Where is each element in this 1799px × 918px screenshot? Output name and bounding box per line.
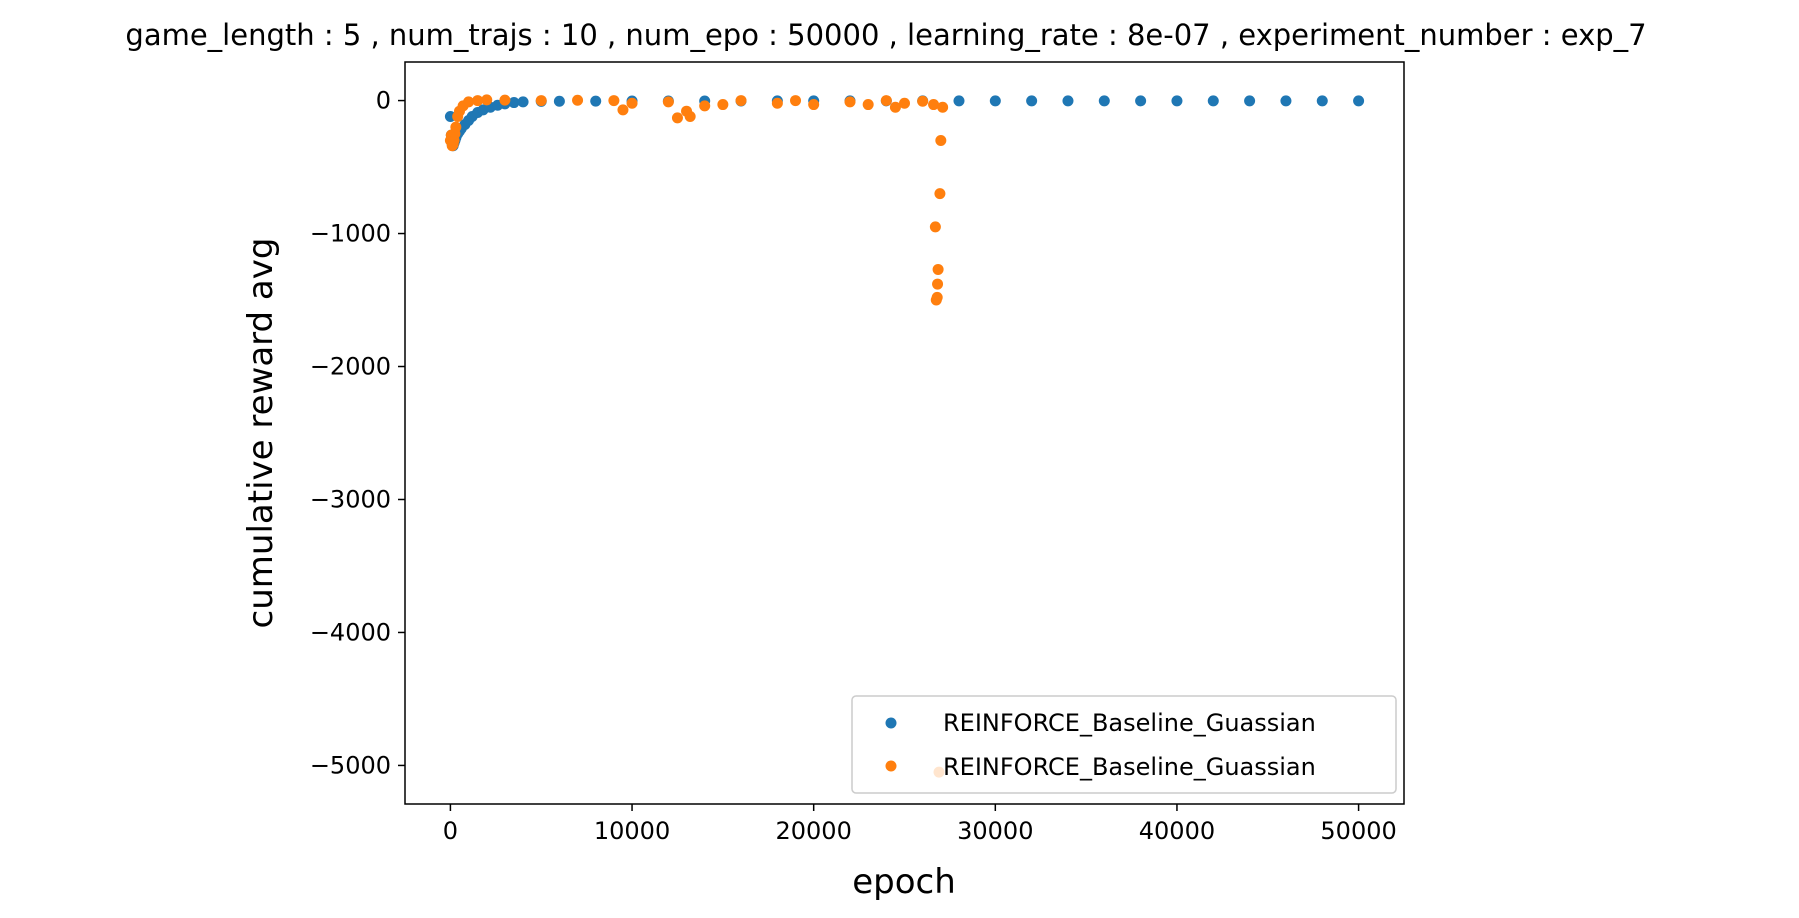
y-tick-label: −4000 [310, 618, 391, 646]
data-point [1207, 95, 1219, 107]
x-tick-label: 20000 [776, 817, 852, 845]
data-point [735, 95, 747, 107]
data-point [1171, 95, 1183, 107]
data-point [953, 95, 965, 107]
data-point [499, 94, 511, 106]
y-axis: 0 −1000 −2000 −3000 −4000 −5000 [310, 87, 405, 779]
data-point [626, 97, 638, 109]
data-point [929, 221, 941, 233]
data-point [1316, 95, 1328, 107]
data-point [928, 99, 940, 111]
plot-area-frame [404, 61, 1405, 805]
data-point [450, 121, 462, 133]
legend-marker-series-2 [885, 760, 897, 772]
series-layer [444, 94, 1365, 778]
data-point [1135, 95, 1147, 107]
x-axis-title: epoch [852, 862, 956, 902]
data-point [590, 95, 602, 107]
data-point [1098, 95, 1110, 107]
data-point [899, 97, 910, 109]
data-point [937, 101, 949, 113]
y-tick-label: −5000 [310, 751, 391, 779]
data-point [932, 278, 944, 290]
data-point [808, 99, 820, 111]
data-point [662, 96, 674, 108]
data-point [717, 99, 729, 111]
data-point [553, 95, 565, 107]
y-axis-title: cumulative reward avg [241, 238, 281, 629]
data-point [481, 94, 493, 106]
data-point [608, 95, 620, 107]
legend: REINFORCE_Baseline_Guassian REINFORCE_Ba… [851, 695, 1397, 794]
y-tick-label: −2000 [310, 353, 391, 381]
data-point [684, 111, 696, 123]
data-point [880, 95, 892, 107]
chart-title: game_length : 5 , num_trajs : 10 , num_e… [125, 18, 1646, 52]
data-point [535, 95, 547, 107]
data-point [1353, 95, 1365, 107]
x-tick-label: 50000 [1320, 817, 1396, 845]
x-tick-label: 40000 [1139, 817, 1215, 845]
data-point [472, 95, 484, 107]
data-point [517, 96, 529, 108]
x-tick-label: 10000 [594, 817, 670, 845]
data-point [862, 99, 874, 111]
data-point [932, 263, 944, 275]
x-tick-label: 0 [443, 817, 458, 845]
x-axis: 0 10000 20000 30000 40000 50000 [443, 804, 1397, 845]
data-point [572, 94, 584, 106]
data-point [1280, 95, 1292, 107]
data-point [934, 188, 946, 200]
data-point [989, 95, 1001, 107]
data-point [617, 104, 629, 116]
data-point [1062, 95, 1074, 107]
series-2 [444, 94, 949, 778]
legend-label-series-1: REINFORCE_Baseline_Guassian [943, 709, 1316, 737]
data-point [935, 134, 947, 146]
legend-label-series-2: REINFORCE_Baseline_Guassian [943, 753, 1316, 781]
data-point [844, 96, 856, 108]
data-point [889, 101, 901, 113]
data-point [790, 95, 802, 107]
x-tick-label: 30000 [957, 817, 1033, 845]
y-tick-label: 0 [376, 87, 391, 115]
data-point [771, 97, 783, 109]
data-point [1244, 95, 1256, 107]
data-point [463, 96, 475, 108]
legend-marker-series-1 [885, 717, 897, 729]
data-point [671, 112, 683, 124]
y-tick-label: −1000 [310, 220, 391, 248]
data-point [699, 100, 711, 112]
data-point [917, 95, 929, 107]
legend-box [851, 695, 1397, 794]
data-point [1026, 95, 1038, 107]
data-point [931, 291, 943, 303]
y-tick-label: −3000 [310, 485, 391, 513]
data-point [508, 97, 520, 109]
